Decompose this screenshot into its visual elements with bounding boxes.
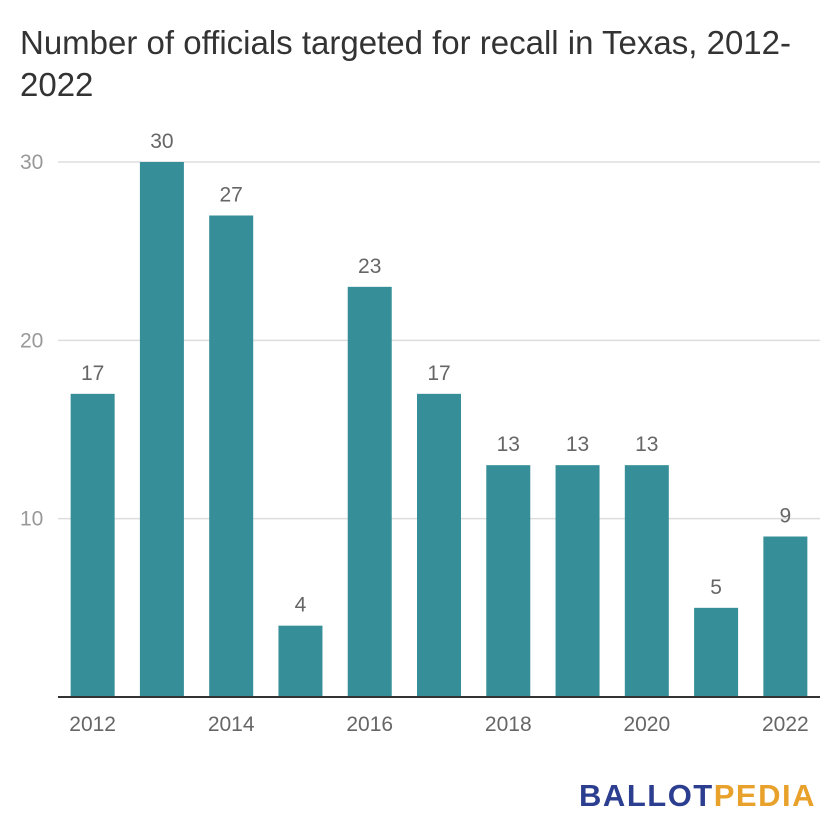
bar-2019 — [555, 465, 600, 697]
data-label-2014: 27 — [220, 184, 243, 207]
bar-2022 — [763, 536, 808, 697]
x-tick-label-2018: 2018 — [485, 713, 532, 736]
x-tick-label-2022: 2022 — [762, 713, 809, 736]
bar-2017 — [417, 393, 461, 697]
data-label-2019: 13 — [566, 433, 589, 456]
data-label-2017: 17 — [427, 362, 450, 385]
x-tick-label-2016: 2016 — [346, 713, 393, 736]
bar-2013 — [139, 162, 184, 697]
logo-part-ballot: BALLOT — [579, 778, 714, 813]
y-tick-label: 30 — [20, 151, 43, 174]
data-label-2018: 13 — [497, 433, 520, 456]
bar-2016 — [347, 286, 392, 697]
x-tick-label-2012: 2012 — [69, 713, 116, 736]
data-label-2020: 13 — [635, 433, 658, 456]
ballotpedia-logo: BALLOTPEDIA — [579, 778, 816, 814]
y-tick-label: 20 — [20, 329, 43, 352]
data-label-2016: 23 — [358, 255, 381, 278]
bar-2020 — [624, 465, 669, 697]
y-tick-label: 10 — [20, 508, 43, 531]
logo-part-pedia: PEDIA — [713, 778, 816, 813]
bar-chart: 10 20 30 17 30 27 4 23 17 13 13 13 5 9 2012 2014 2016 201… — [20, 130, 820, 736]
x-tick-label-2020: 2020 — [623, 713, 670, 736]
data-label-2015: 4 — [295, 594, 307, 617]
data-label-2021: 5 — [710, 576, 722, 599]
bar-2014 — [209, 215, 254, 697]
data-label-2013: 30 — [150, 130, 173, 153]
x-tick-label-2014: 2014 — [208, 713, 255, 736]
bar-2021 — [694, 607, 739, 697]
bar-2015 — [278, 625, 323, 697]
bar-2012 — [70, 393, 115, 697]
chart-title: Number of officials targeted for recall … — [20, 24, 792, 103]
data-label-2012: 17 — [81, 362, 104, 385]
data-label-2022: 9 — [780, 505, 792, 528]
bar-2018 — [486, 465, 531, 697]
